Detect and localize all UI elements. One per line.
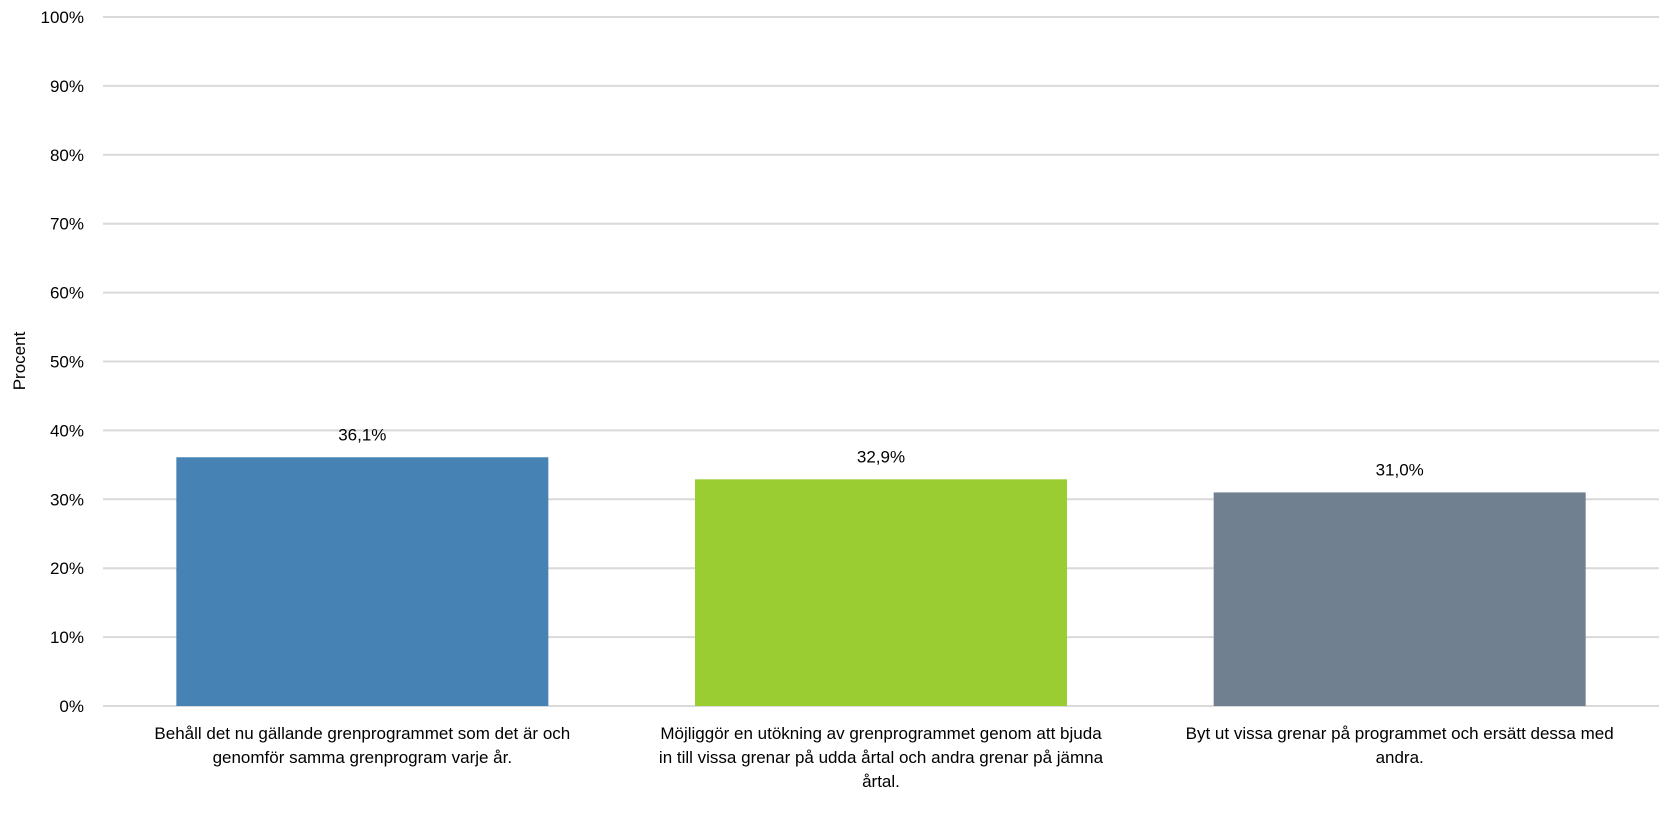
y-tick-label: 90%: [50, 77, 84, 96]
data-labels: 36,1% 32,9% 31,0%: [338, 425, 1424, 479]
y-tick-label: 70%: [50, 215, 84, 234]
x-category-label-line: Byt ut vissa grenar på programmet och er…: [1186, 724, 1614, 743]
x-category-label-line: Möjliggör en utökning av grenprogrammet …: [660, 724, 1102, 743]
y-tick-label: 0%: [59, 697, 84, 716]
x-category-label-line: genomför samma grenprogram varje år.: [213, 748, 513, 767]
y-axis-title: Procent: [10, 331, 29, 390]
y-tick-label: 60%: [50, 284, 84, 303]
bar: [695, 479, 1067, 706]
y-tick-label: 20%: [50, 559, 84, 578]
y-tick-label: 30%: [50, 490, 84, 509]
data-label: 31,0%: [1376, 460, 1424, 479]
bar: [1213, 492, 1586, 706]
x-category-label-line: årtal.: [862, 772, 900, 791]
y-axis-ticks: 0% 10% 20% 30% 40% 50% 60% 70% 80% 90% 100%: [41, 8, 84, 716]
x-category-label: Möjliggör en utökning av grenprogrammet …: [659, 724, 1104, 791]
x-category-label-line: andra.: [1376, 748, 1424, 767]
y-tick-label: 40%: [50, 421, 84, 440]
data-label: 36,1%: [338, 425, 386, 444]
data-label: 32,9%: [857, 447, 905, 466]
bar: [176, 457, 549, 706]
y-tick-label: 10%: [50, 628, 84, 647]
x-category-label-line: Behåll det nu gällande grenprogrammet so…: [154, 724, 570, 743]
x-category-label-line: in till vissa grenar på udda årtal och a…: [659, 748, 1104, 767]
x-axis-categories: Behåll det nu gällande grenprogrammet so…: [154, 724, 1613, 791]
x-category-label: Behåll det nu gällande grenprogrammet so…: [154, 724, 570, 767]
y-tick-label: 80%: [50, 146, 84, 165]
x-category-label: Byt ut vissa grenar på programmet och er…: [1186, 724, 1614, 767]
bars: [176, 457, 1586, 706]
y-tick-label: 50%: [50, 353, 84, 372]
y-tick-label: 100%: [41, 8, 84, 27]
